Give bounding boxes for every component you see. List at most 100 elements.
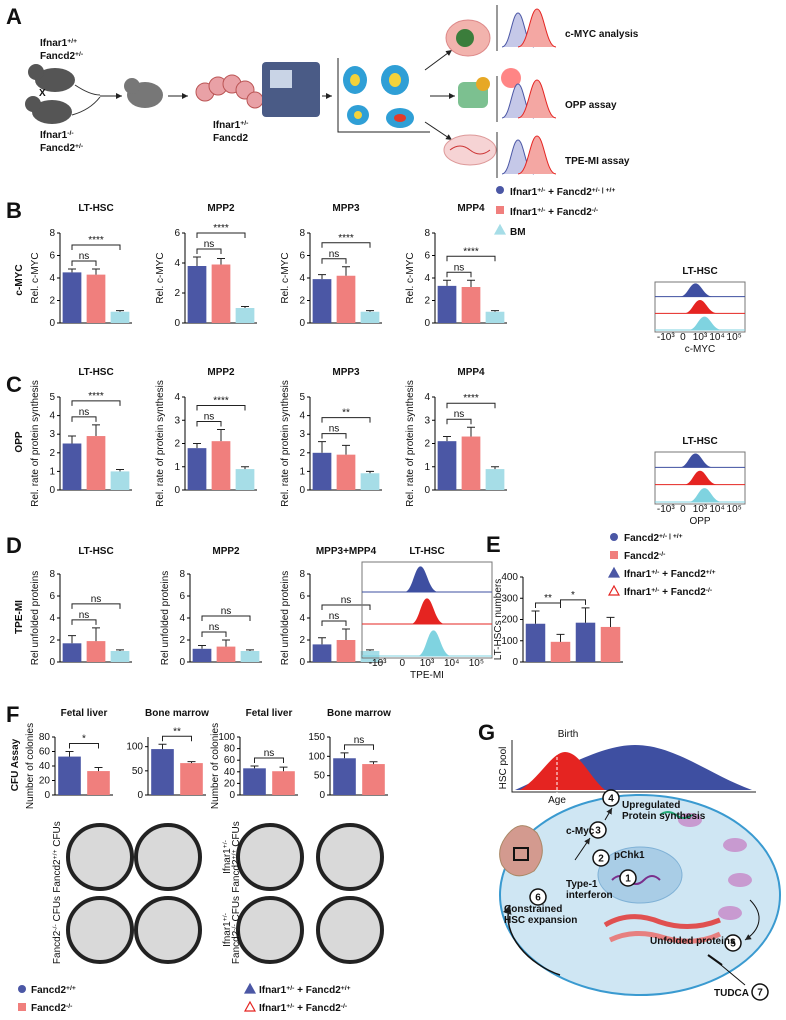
error-bar	[581, 607, 590, 623]
histogram-title: LT-HSC	[682, 266, 717, 277]
histogram-tick-label: 10⁵	[469, 658, 484, 669]
significance-bracket	[446, 418, 472, 425]
text-part: Ifnar1	[40, 38, 68, 49]
text-part: -/-	[659, 551, 665, 558]
y-tick-label: 100	[501, 636, 518, 647]
text-part: +/-	[286, 985, 294, 992]
significance-label: *	[571, 590, 575, 601]
legend-label: Fancd2-/-	[624, 551, 665, 563]
y-tick-label: 4	[174, 258, 180, 269]
text-part: Ifnar1	[624, 569, 652, 580]
step-label: Upregulated	[622, 800, 680, 811]
text-part: Fancd2	[31, 1003, 66, 1014]
y-tick-label: 2	[49, 635, 55, 646]
legend-label: Ifnar1+/- + Fancd2+/+	[259, 985, 351, 997]
histogram-tick-label: 10³	[693, 504, 708, 515]
error-bar	[279, 766, 288, 772]
y-tick-label: 2	[299, 296, 305, 307]
y-tick-label: 0	[319, 790, 325, 801]
bar	[360, 473, 380, 490]
error-bar	[366, 649, 374, 651]
text-part: +/- | +/+	[592, 187, 616, 194]
y-tick-label: 6	[179, 591, 185, 602]
step-label: Protein synthesis	[622, 811, 706, 822]
text-part: CFUs	[231, 821, 242, 849]
text-part: +/-	[651, 587, 659, 594]
significance-label: ns	[209, 622, 220, 633]
legend-label: Ifnar1+/- + Fancd2-/-	[510, 207, 598, 219]
bar	[211, 441, 231, 490]
text-part: Ifnar1	[222, 848, 233, 874]
plate-label: Fancd2-/- CFUs	[231, 896, 243, 964]
annotation: Birth	[558, 729, 579, 740]
chart-title: MPP3	[332, 367, 360, 378]
legend-label: Ifnar1+/- + Fancd2-/-	[624, 587, 712, 599]
step-circle	[724, 934, 742, 952]
histogram-peak	[517, 135, 557, 175]
error-bar	[318, 637, 326, 645]
significance-bracket	[196, 232, 246, 238]
bar	[550, 641, 571, 662]
bar	[243, 768, 266, 795]
y-axis-label: Rel unfolded proteins	[280, 571, 291, 666]
significance-label: ****	[338, 233, 354, 244]
y-tick-label: 2	[49, 448, 55, 459]
y-tick-label: 2	[424, 296, 430, 307]
significance-bracket	[321, 604, 371, 610]
y-tick-label: 4	[179, 613, 185, 624]
y-tick-label: 6	[49, 591, 55, 602]
error-bar	[340, 752, 349, 759]
y-tick-label: 100	[308, 751, 325, 762]
text-part: BM	[510, 227, 526, 238]
bar	[485, 311, 505, 323]
error-bar	[158, 743, 167, 750]
significance-bracket	[71, 244, 121, 250]
chart-title: MPP3	[332, 203, 360, 214]
y-tick-label: 4	[174, 392, 180, 403]
model-diagram	[499, 740, 781, 996]
text-part: CFUs	[52, 821, 63, 849]
legend-marker	[607, 584, 621, 596]
significance-label: ns	[329, 611, 340, 622]
histogram-x-label: OPP	[689, 516, 710, 527]
bar	[600, 626, 621, 662]
error-bar	[366, 310, 374, 312]
y-axis-label: LT-HSCs numbers	[493, 579, 504, 661]
significance-label: ns	[329, 424, 340, 435]
error-bar	[116, 310, 124, 312]
significance-label: **	[173, 726, 181, 737]
plate-label: Fancd2+/+ CFUs	[52, 821, 64, 893]
histogram-tick-label: 0	[680, 504, 686, 515]
error-bar	[369, 761, 378, 765]
histogram-peak	[684, 470, 718, 485]
label-line: Ifnar1+/-	[213, 120, 248, 132]
significance-label: ns	[79, 407, 90, 418]
panel-letter: F	[6, 702, 19, 727]
text-part: +/+	[67, 38, 77, 45]
significance-label: ns	[221, 606, 232, 617]
step-circle	[592, 849, 610, 867]
bar	[272, 771, 295, 795]
histogram-frame	[654, 451, 746, 505]
error-bar	[342, 628, 350, 640]
text-part: +/+	[66, 985, 76, 992]
significance-bracket	[321, 242, 371, 248]
text-part: + Fancd2	[294, 985, 341, 996]
step-number: 4	[608, 794, 614, 805]
significance-label: ns	[204, 239, 215, 250]
y-tick-label: 0	[299, 318, 305, 329]
bar	[87, 771, 110, 795]
bar	[336, 454, 356, 490]
text-part: Fancd2	[624, 533, 659, 544]
text-part: Ifnar1	[259, 985, 287, 996]
legend-label: Ifnar1+/- + Fancd2+/- | +/+	[510, 187, 615, 199]
bar	[461, 287, 481, 323]
y-tick-label: 2	[299, 448, 305, 459]
significance-bracket	[71, 416, 97, 422]
y-tick-label: 4	[299, 411, 305, 422]
cross-symbol: X	[39, 88, 46, 99]
significance-bracket	[196, 421, 222, 427]
step-label: pChk1	[614, 850, 645, 861]
y-tick-label: 5	[299, 392, 305, 403]
histogram-frame	[654, 281, 746, 333]
